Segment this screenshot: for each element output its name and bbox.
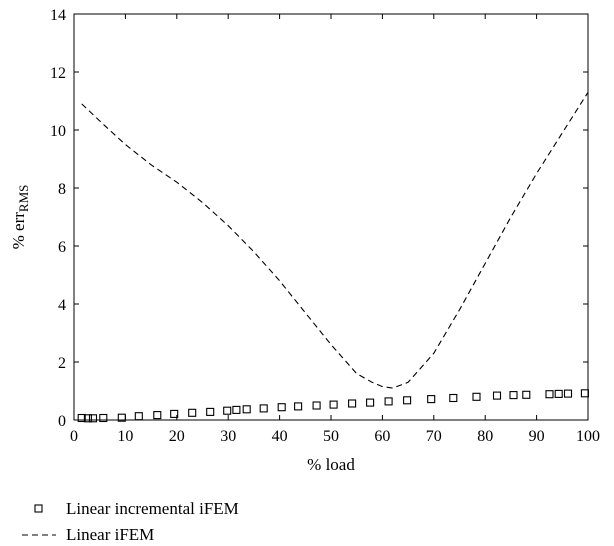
data-point-linear-incremental-ifem: [449, 393, 458, 403]
y-axis-label-subscript: RMS: [16, 185, 31, 212]
x-tick-label: 30: [220, 428, 236, 445]
data-point-linear-incremental-ifem: [294, 402, 303, 411]
y-tick-label: 4: [58, 297, 66, 314]
x-tick-label: 50: [323, 428, 339, 445]
data-point-linear-incremental-ifem: [563, 389, 573, 398]
x-tick-label: 10: [117, 428, 133, 445]
data-point-linear-incremental-ifem: [153, 411, 162, 420]
data-point-linear-incremental-ifem: [88, 414, 98, 423]
plot-lines: [81, 92, 589, 389]
data-point-linear-incremental-ifem: [232, 405, 241, 414]
y-tick-label: 12: [50, 65, 66, 82]
x-tick-label: 90: [529, 428, 545, 445]
x-ticks: 0 10 20 30 40 50 60 70 80 90 100: [70, 14, 600, 445]
data-point-linear-incremental-ifem: [242, 405, 251, 414]
data-point-linear-incremental-ifem: [427, 395, 436, 404]
data-point-linear-incremental-ifem: [134, 412, 143, 421]
y-tick-label: 10: [50, 123, 66, 140]
data-point-linear-incremental-ifem: [188, 408, 197, 417]
legend: Linear incremental iFEM Linear iFEM: [22, 499, 239, 544]
x-tick-label: 0: [70, 428, 78, 445]
x-tick-label: 70: [426, 428, 442, 445]
data-point-linear-incremental-ifem: [259, 404, 268, 413]
series-line-linear-ifem: [81, 92, 589, 389]
data-point-linear-incremental-ifem: [403, 396, 412, 405]
data-point-linear-incremental-ifem: [329, 400, 338, 409]
x-tick-label: 20: [169, 428, 185, 445]
data-point-linear-incremental-ifem: [277, 403, 286, 412]
legend-entry-linear-incremental-ifem: Linear incremental iFEM: [66, 499, 239, 518]
data-point-linear-incremental-ifem: [348, 399, 357, 408]
data-point-linear-incremental-ifem: [545, 390, 554, 399]
x-tick-label: 40: [272, 428, 288, 445]
y-axis-label-main: % err: [9, 212, 28, 250]
data-point-linear-incremental-ifem: [77, 413, 86, 423]
y-tick-label: 6: [58, 239, 66, 256]
data-point-linear-incremental-ifem: [472, 392, 481, 401]
data-point-linear-incremental-ifem: [554, 389, 563, 398]
y-axis-label: % errRMS: [9, 185, 31, 250]
legend-marker-square: [34, 504, 43, 513]
data-point-linear-incremental-ifem: [206, 407, 215, 416]
y-tick-label: 2: [58, 355, 66, 372]
data-point-linear-incremental-ifem: [83, 414, 92, 423]
markers: [77, 389, 589, 423]
data-point-linear-incremental-ifem: [312, 401, 321, 410]
y-ticks: 0 2 4 6 8 10 12 14: [50, 7, 588, 430]
x-tick-label: 60: [374, 428, 390, 445]
data-point-linear-incremental-ifem: [366, 398, 375, 407]
y-tick-label: 14: [50, 7, 66, 24]
y-tick-label: 8: [58, 181, 66, 198]
data-point-linear-incremental-ifem: [522, 390, 531, 399]
data-point-linear-incremental-ifem: [170, 409, 179, 418]
x-tick-label: 80: [477, 428, 493, 445]
data-point-linear-incremental-ifem: [492, 391, 502, 400]
x-tick-label: 100: [576, 428, 600, 445]
data-point-linear-incremental-ifem: [223, 406, 232, 415]
x-axis-label: % load: [307, 455, 355, 474]
data-point-linear-incremental-ifem: [509, 391, 518, 400]
data-point-linear-incremental-ifem: [99, 413, 108, 423]
y-tick-label: 0: [58, 413, 66, 430]
plot-frame: [73, 13, 589, 421]
data-point-linear-incremental-ifem: [384, 397, 393, 406]
data-point-linear-incremental-ifem: [580, 389, 589, 398]
legend-entry-linear-ifem: Linear iFEM: [66, 525, 154, 544]
